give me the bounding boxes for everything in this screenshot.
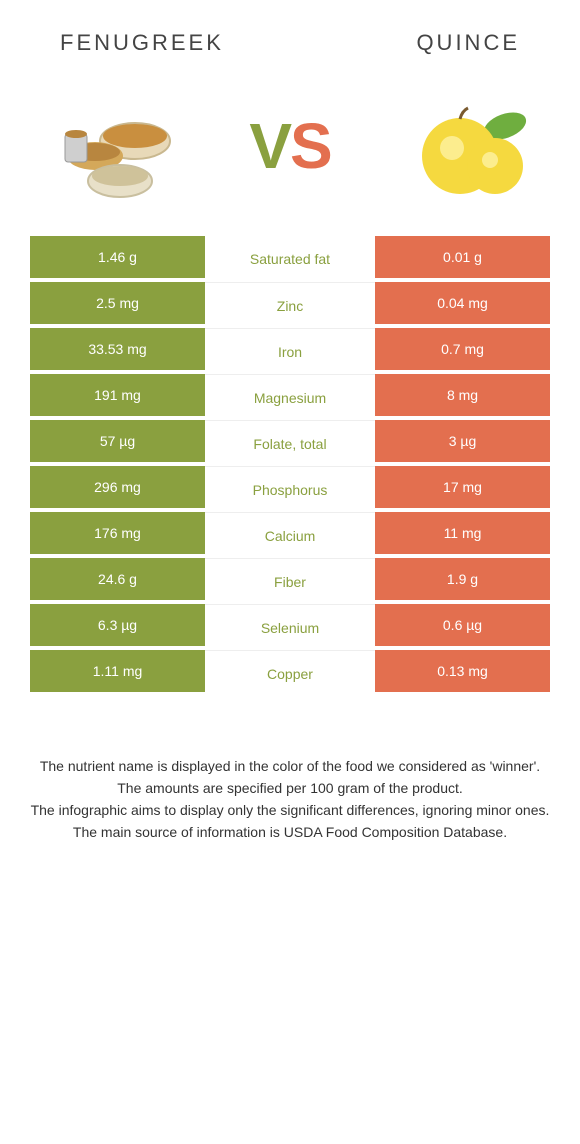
right-value: 17 mg xyxy=(375,466,550,512)
vs-s: S xyxy=(290,110,331,182)
food-left-title: FENUGREEK xyxy=(60,30,224,56)
nutrient-label: Fiber xyxy=(205,558,375,604)
left-value: 33.53 mg xyxy=(30,328,205,374)
right-value: 8 mg xyxy=(375,374,550,420)
nutrient-label: Copper xyxy=(205,650,375,696)
nutrient-label: Calcium xyxy=(205,512,375,558)
nutrient-label: Zinc xyxy=(205,282,375,328)
nutrient-label: Magnesium xyxy=(205,374,375,420)
left-value: 191 mg xyxy=(30,374,205,420)
table-row: 6.3 µg Selenium 0.6 µg xyxy=(30,604,550,650)
table-row: 33.53 mg Iron 0.7 mg xyxy=(30,328,550,374)
comparison-table: 1.46 g Saturated fat 0.01 g 2.5 mg Zinc … xyxy=(0,236,580,696)
left-value: 57 µg xyxy=(30,420,205,466)
footer-line: The main source of information is USDA F… xyxy=(30,822,550,843)
table-row: 1.11 mg Copper 0.13 mg xyxy=(30,650,550,696)
nutrient-label: Folate, total xyxy=(205,420,375,466)
nutrient-label: Selenium xyxy=(205,604,375,650)
vs-v: V xyxy=(249,110,290,182)
table-row: 1.46 g Saturated fat 0.01 g xyxy=(30,236,550,282)
footer-line: The infographic aims to display only the… xyxy=(30,800,550,821)
quince-image xyxy=(390,86,540,206)
vs-label: VS xyxy=(249,109,330,183)
table-row: 24.6 g Fiber 1.9 g xyxy=(30,558,550,604)
right-value: 0.01 g xyxy=(375,236,550,282)
left-value: 1.46 g xyxy=(30,236,205,282)
fenugreek-image xyxy=(40,86,190,206)
table-row: 176 mg Calcium 11 mg xyxy=(30,512,550,558)
table-row: 296 mg Phosphorus 17 mg xyxy=(30,466,550,512)
nutrient-label: Saturated fat xyxy=(205,236,375,282)
table-row: 191 mg Magnesium 8 mg xyxy=(30,374,550,420)
food-right-title: QUINCE xyxy=(416,30,520,56)
right-value: 0.04 mg xyxy=(375,282,550,328)
footer-notes: The nutrient name is displayed in the co… xyxy=(0,696,580,843)
right-value: 0.13 mg xyxy=(375,650,550,696)
right-value: 0.7 mg xyxy=(375,328,550,374)
left-value: 1.11 mg xyxy=(30,650,205,696)
left-value: 24.6 g xyxy=(30,558,205,604)
left-value: 2.5 mg xyxy=(30,282,205,328)
table-row: 2.5 mg Zinc 0.04 mg xyxy=(30,282,550,328)
right-value: 1.9 g xyxy=(375,558,550,604)
right-value: 3 µg xyxy=(375,420,550,466)
vs-row: VS xyxy=(0,76,580,236)
footer-line: The amounts are specified per 100 gram o… xyxy=(30,778,550,799)
table-row: 57 µg Folate, total 3 µg xyxy=(30,420,550,466)
right-value: 0.6 µg xyxy=(375,604,550,650)
footer-line: The nutrient name is displayed in the co… xyxy=(30,756,550,777)
left-value: 6.3 µg xyxy=(30,604,205,650)
left-value: 296 mg xyxy=(30,466,205,512)
left-value: 176 mg xyxy=(30,512,205,558)
right-value: 11 mg xyxy=(375,512,550,558)
nutrient-label: Phosphorus xyxy=(205,466,375,512)
header: FENUGREEK QUINCE xyxy=(0,0,580,76)
nutrient-label: Iron xyxy=(205,328,375,374)
